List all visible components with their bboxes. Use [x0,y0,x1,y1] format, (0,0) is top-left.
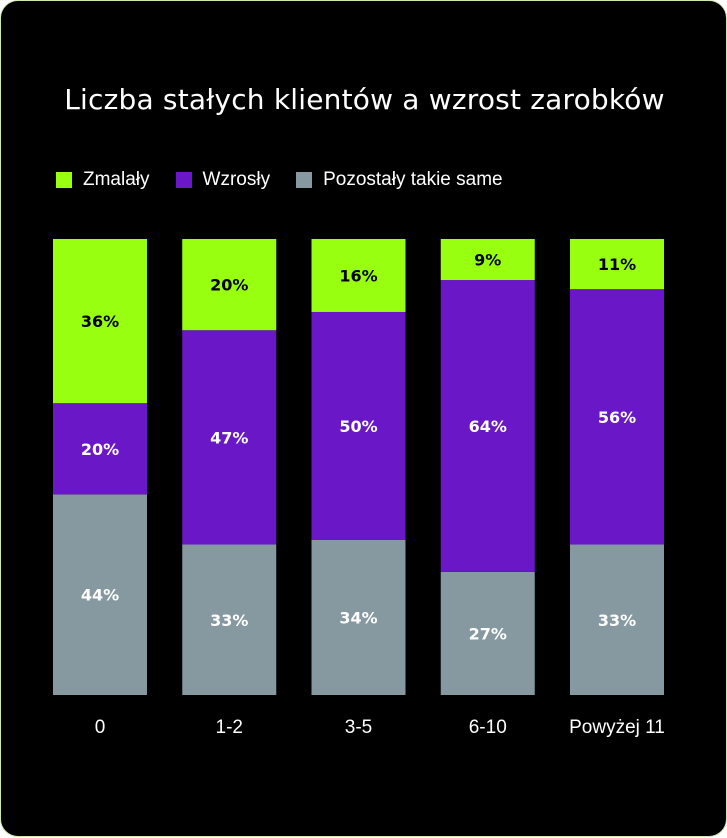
bar-segment [311,539,406,695]
bar-segment [311,239,406,312]
x-tick-label: Powyżej 11 [569,717,665,738]
data-label: 34% [339,608,377,627]
chart-title: Liczba stałych klientów a wzrost zarobkó… [64,83,665,116]
data-label: 47% [210,428,248,447]
bar-segment [570,544,664,695]
data-label: 11% [598,255,636,274]
bar-segment [182,239,277,331]
x-tick-label: 3-5 [345,717,372,738]
x-tick-label: 6-10 [469,717,507,738]
bar-segment [53,239,147,404]
data-label: 9% [474,251,501,270]
legend: Zmalały Wzrosły Pozostały takie same [56,168,529,192]
bar-segment [182,544,277,695]
data-label: 20% [210,276,248,295]
bar-segment [311,311,406,540]
data-label: 16% [339,266,377,285]
x-tick-label: 1-2 [216,717,243,738]
legend-item-pozostaly: Pozostały takie same [296,169,503,191]
bar-segment [570,289,664,545]
data-label: 20% [81,440,119,459]
legend-swatch-pozostaly [296,172,313,188]
bar-segment [53,403,147,495]
x-tick-label: 0 [95,717,106,738]
data-label: 56% [598,408,636,427]
bar-segment [440,571,535,695]
legend-label-pozostaly: Pozostały takie same [323,169,503,190]
legend-label-zmalaly: Zmalały [83,169,150,190]
data-label: 64% [469,417,507,436]
legend-label-wzrosly: Wzrosły [202,169,271,190]
bar-segment [182,330,277,545]
legend-item-zmalaly: Zmalały [56,169,150,191]
bar-segment [53,494,147,695]
data-label: 36% [81,312,119,331]
legend-swatch-zmalaly [56,172,72,188]
data-label: 33% [210,611,248,630]
data-label: 44% [81,586,119,605]
bar-segment [570,239,664,290]
legend-swatch-wzrosly [175,172,192,188]
data-label: 27% [469,624,507,643]
bar-segment [440,280,535,572]
legend-item-wzrosly: Wzrosły [175,169,271,191]
data-label: 50% [339,417,377,436]
bar-segment [440,239,535,281]
data-label: 33% [598,611,636,630]
